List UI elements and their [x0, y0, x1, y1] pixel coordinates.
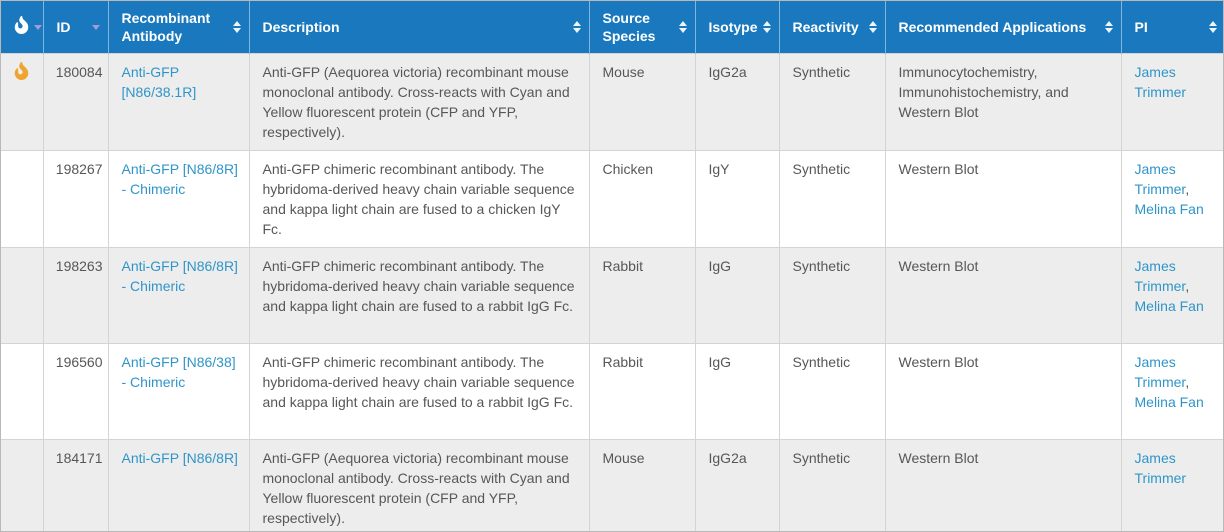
- table-row: 184171 Anti-GFP [N86/8R] Anti-GFP (Aequo…: [1, 439, 1223, 531]
- antibody-link[interactable]: Anti-GFP [N86/8R]: [121, 450, 238, 466]
- isotype-cell: IgY: [694, 150, 780, 248]
- pi-link[interactable]: James Trimmer: [1134, 258, 1186, 294]
- column-label: Reactivity: [792, 19, 859, 35]
- hot-cell: [1, 247, 44, 344]
- antibody-cell: Anti-GFP [N86/8R] - Chimeric: [107, 150, 250, 248]
- antibody-link[interactable]: Anti-GFP [N86/8R] - Chimeric: [121, 258, 238, 294]
- reactivity-cell: Synthetic: [778, 439, 886, 531]
- isotype-cell: IgG2a: [694, 53, 780, 151]
- antibody-link[interactable]: Anti-GFP [N86/8R] - Chimeric: [121, 161, 238, 197]
- hot-cell: [1, 150, 44, 248]
- column-header-id[interactable]: ID: [43, 1, 109, 54]
- column-header-reactivity[interactable]: Reactivity: [779, 1, 886, 54]
- description-cell: Anti-GFP chimeric recombinant antibody. …: [248, 150, 590, 248]
- column-label: Isotype: [708, 19, 758, 35]
- column-header-isotype[interactable]: Isotype: [695, 1, 780, 54]
- pi-cell: James Trimmer, Melina Fan: [1120, 343, 1223, 440]
- isotype-cell: IgG2a: [694, 439, 780, 531]
- applications-cell: Western Blot: [884, 343, 1122, 440]
- column-header-pi[interactable]: PI: [1121, 1, 1223, 54]
- antibody-link[interactable]: Anti-GFP [N86/38.1R]: [121, 64, 197, 100]
- pi-separator: ,: [1185, 278, 1190, 294]
- pi-link[interactable]: Melina Fan: [1134, 394, 1204, 410]
- pi-cell: James Trimmer: [1120, 53, 1223, 151]
- applications-cell: Western Blot: [884, 150, 1122, 248]
- source-species-cell: Mouse: [588, 439, 696, 531]
- hot-cell: [1, 343, 44, 440]
- column-header-antibody[interactable]: Recombinant Antibody: [108, 1, 250, 54]
- pi-separator: ,: [1185, 181, 1190, 197]
- pi-link[interactable]: Melina Fan: [1134, 298, 1204, 314]
- antibody-link[interactable]: Anti-GFP [N86/38] - Chimeric: [121, 354, 236, 390]
- column-header-applications[interactable]: Recommended Applications: [885, 1, 1122, 54]
- table-row: 196560 Anti-GFP [N86/38] - Chimeric Anti…: [1, 343, 1223, 440]
- table-row: 180084 Anti-GFP [N86/38.1R] Anti-GFP (Ae…: [1, 53, 1223, 151]
- id-cell: 196560: [42, 343, 109, 440]
- flame-icon: [14, 61, 29, 85]
- source-species-cell: Rabbit: [588, 343, 696, 440]
- id-cell: 198267: [42, 150, 109, 248]
- pi-link[interactable]: James Trimmer: [1134, 64, 1187, 100]
- column-label: Description: [262, 19, 340, 35]
- isotype-cell: IgG: [694, 343, 780, 440]
- table-header: ID Recombinant Antibody Description Sour…: [1, 1, 1223, 54]
- applications-cell: Western Blot: [884, 247, 1122, 344]
- column-header-description[interactable]: Description: [249, 1, 590, 54]
- isotype-cell: IgG: [694, 247, 780, 344]
- description-cell: Anti-GFP chimeric recombinant antibody. …: [248, 343, 590, 440]
- column-header-hot[interactable]: [1, 1, 44, 54]
- reactivity-cell: Synthetic: [778, 53, 886, 151]
- hot-cell: [1, 53, 44, 151]
- source-species-cell: Rabbit: [588, 247, 696, 344]
- pi-cell: James Trimmer, Melina Fan: [1120, 247, 1223, 344]
- pi-separator: ,: [1185, 374, 1190, 390]
- applications-cell: Immunocytochemistry, Immunohistochemistr…: [884, 53, 1122, 151]
- description-cell: Anti-GFP (Aequorea victoria) recombinant…: [248, 439, 590, 531]
- id-cell: 180084: [42, 53, 109, 151]
- pi-cell: James Trimmer: [1120, 439, 1223, 531]
- table-row: 198263 Anti-GFP [N86/8R] - Chimeric Anti…: [1, 247, 1223, 344]
- sort-icon: [678, 21, 687, 33]
- sort-icon: [1104, 21, 1113, 33]
- sort-desc-icon: [34, 24, 42, 30]
- source-species-cell: Mouse: [588, 53, 696, 151]
- reactivity-cell: Synthetic: [778, 343, 886, 440]
- antibody-cell: Anti-GFP [N86/38] - Chimeric: [107, 343, 250, 440]
- antibody-cell: Anti-GFP [N86/38.1R]: [107, 53, 250, 151]
- description-cell: Anti-GFP (Aequorea victoria) recombinant…: [248, 53, 590, 151]
- source-species-cell: Chicken: [588, 150, 696, 248]
- sort-icon: [762, 21, 771, 33]
- table-row: 198267 Anti-GFP [N86/8R] - Chimeric Anti…: [1, 150, 1223, 248]
- reactivity-cell: Synthetic: [778, 247, 886, 344]
- id-cell: 184171: [42, 439, 109, 531]
- antibody-cell: Anti-GFP [N86/8R]: [107, 439, 250, 531]
- pi-cell: James Trimmer, Melina Fan: [1120, 150, 1223, 248]
- id-cell: 198263: [42, 247, 109, 344]
- pi-link[interactable]: Melina Fan: [1134, 201, 1204, 217]
- sort-icon: [868, 21, 877, 33]
- pi-link[interactable]: James Trimmer: [1134, 161, 1186, 197]
- reactivity-cell: Synthetic: [778, 150, 886, 248]
- sort-icon: [1209, 21, 1217, 33]
- flame-icon: [14, 15, 29, 38]
- sort-icon: [572, 21, 581, 33]
- column-label: Recommended Applications: [898, 19, 1087, 35]
- column-label: Source Species: [602, 10, 656, 44]
- column-label: Recombinant Antibody: [121, 10, 211, 44]
- sort-icon: [232, 21, 241, 33]
- antibody-cell: Anti-GFP [N86/8R] - Chimeric: [107, 247, 250, 344]
- column-label: PI: [1134, 19, 1148, 35]
- applications-cell: Western Blot: [884, 439, 1122, 531]
- pi-link[interactable]: James Trimmer: [1134, 450, 1187, 486]
- column-label: ID: [56, 19, 71, 35]
- column-header-source-species[interactable]: Source Species: [589, 1, 696, 54]
- sort-desc-icon: [91, 24, 100, 30]
- pi-link[interactable]: James Trimmer: [1134, 354, 1186, 390]
- description-cell: Anti-GFP chimeric recombinant antibody. …: [248, 247, 590, 344]
- hot-cell: [1, 439, 44, 531]
